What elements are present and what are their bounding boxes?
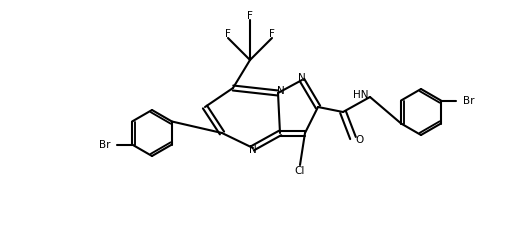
Text: N: N (298, 73, 306, 83)
Text: F: F (269, 29, 275, 39)
Text: Br: Br (99, 139, 110, 149)
Text: N: N (277, 86, 285, 96)
Text: N: N (249, 145, 257, 155)
Text: Br: Br (463, 95, 474, 105)
Text: F: F (247, 11, 253, 21)
Text: Cl: Cl (295, 166, 305, 176)
Text: O: O (356, 135, 364, 145)
Text: HN: HN (352, 90, 368, 100)
Text: F: F (225, 29, 231, 39)
